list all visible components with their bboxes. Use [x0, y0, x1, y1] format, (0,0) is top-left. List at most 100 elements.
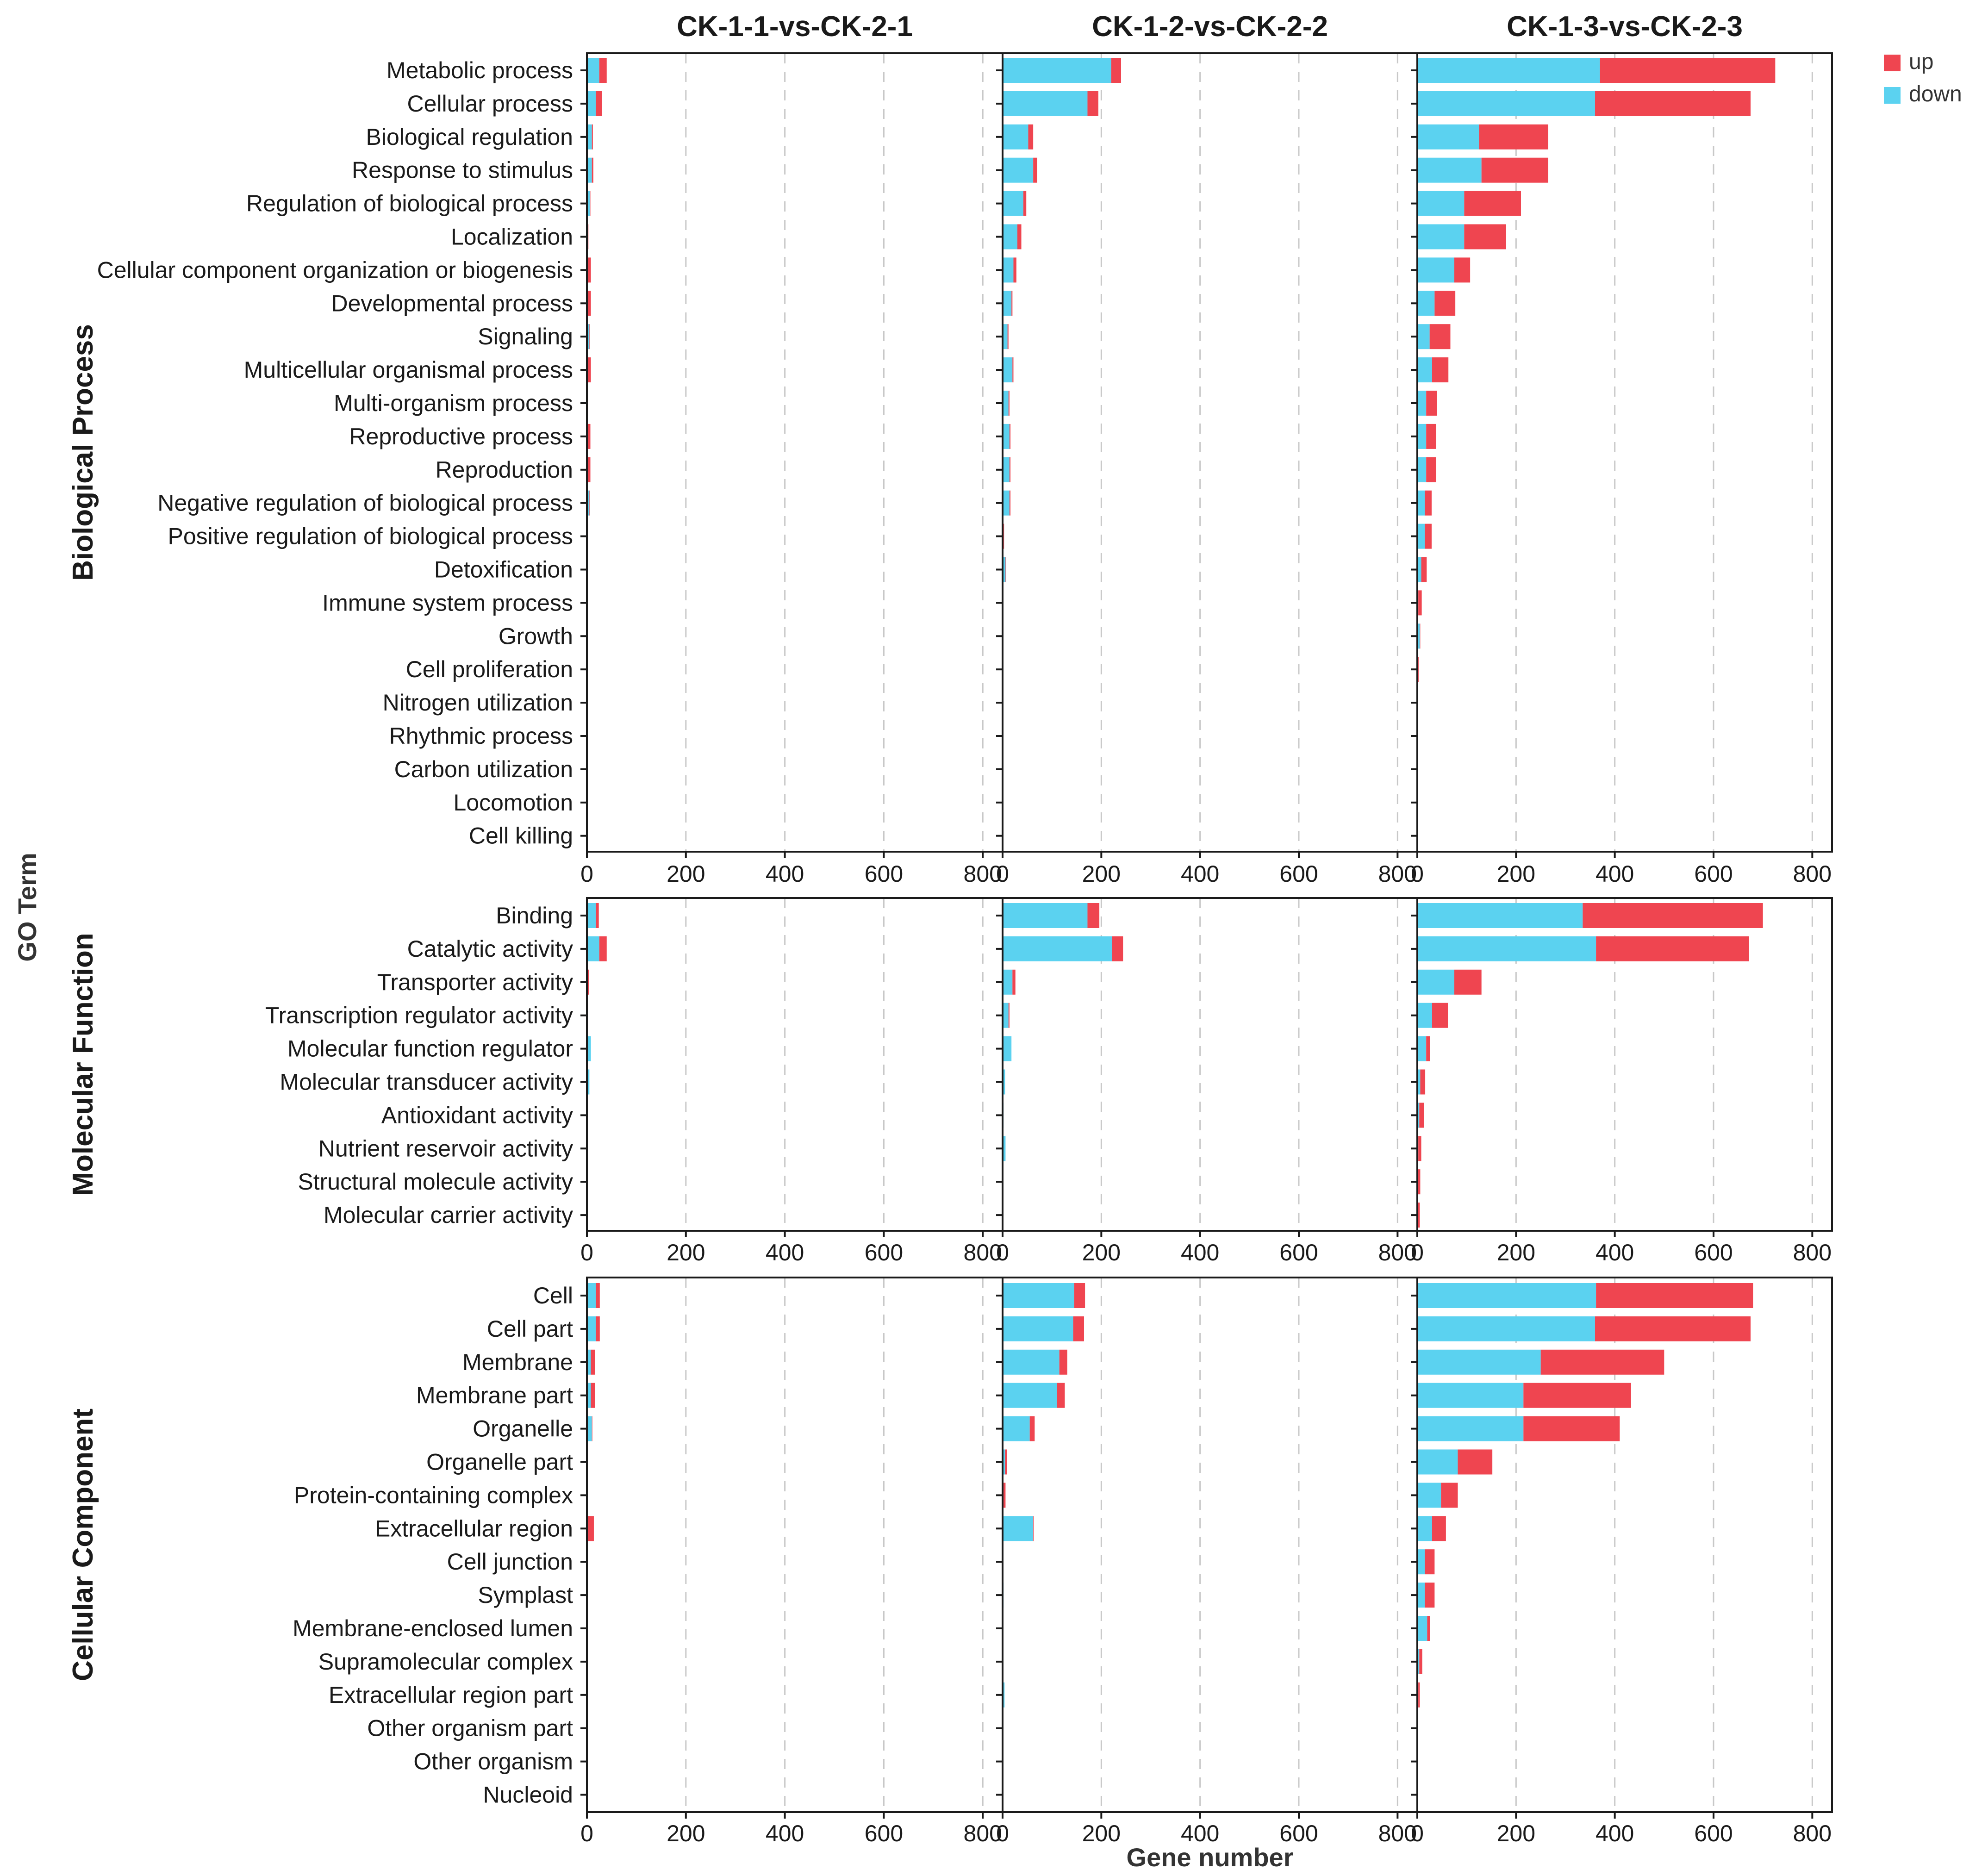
bar-cellular-component-panel2-membrane-up — [1059, 1349, 1067, 1375]
bar-biological-process-panel3-cell-proliferation-up — [1418, 657, 1419, 682]
bar-biological-process-panel3-metabolic-process-down — [1417, 58, 1600, 83]
category-label-nucleoid: Nucleoid — [483, 1782, 573, 1808]
axes-layer — [580, 52, 1833, 1819]
x-tick-label-molecular-function-panel3-200: 200 — [1497, 1240, 1535, 1265]
legend-label-up: up — [1909, 50, 1933, 74]
panel-frame-molecular-function-3 — [1416, 897, 1833, 1232]
x-tick-label-molecular-function-panel1-800: 800 — [964, 1240, 1002, 1265]
group-label-molecular-function: Molecular Function — [67, 933, 99, 1196]
category-label-growth: Growth — [499, 623, 573, 649]
bar-biological-process-panel1-developmental-process-up — [588, 291, 591, 316]
x-tick-label-cellular-component-panel2-600: 600 — [1279, 1820, 1318, 1846]
bar-biological-process-panel2-multicellular-organismal-process-down — [1003, 357, 1013, 383]
bar-biological-process-panel2-cellular-component-organization-or-biogenesis-down — [1003, 257, 1014, 283]
bar-biological-process-panel3-immune-system-process-up — [1418, 590, 1422, 616]
bar-biological-process-panel1-biological-regulation-down — [587, 124, 592, 150]
bar-biological-process-panel1-cellular-process-up — [596, 91, 602, 116]
bar-biological-process-panel3-negative-regulation-of-biological-process-down — [1417, 490, 1425, 516]
bar-biological-process-panel3-cellular-process-up — [1595, 91, 1751, 116]
bar-molecular-function-panel2-transcription-regulator-activity-down — [1003, 1003, 1009, 1028]
bar-molecular-function-panel1-transporter-activity-up — [588, 969, 589, 995]
category-label-biological-regulation: Biological regulation — [366, 124, 573, 150]
bar-biological-process-panel1-cellular-process-down — [587, 91, 596, 116]
bar-molecular-function-panel2-nutrient-reservoir-activity-down — [1003, 1136, 1006, 1161]
bar-molecular-function-panel3-antioxidant-activity-down — [1417, 1103, 1420, 1128]
bar-biological-process-panel1-signaling-down — [587, 324, 590, 349]
bar-cellular-component-panel2-cell-up — [1074, 1283, 1085, 1308]
bar-cellular-component-panel3-membrane-up — [1540, 1349, 1664, 1375]
bar-molecular-function-panel1-molecular-transducer-activity-down — [587, 1069, 590, 1095]
x-tick-label-biological-process-panel1-200: 200 — [667, 861, 705, 887]
bar-biological-process-panel2-negative-regulation-of-biological-process-down — [1003, 490, 1010, 516]
bar-cellular-component-panel1-extracellular-region-up — [588, 1516, 594, 1541]
bar-biological-process-panel1-regulation-of-biological-process-down — [587, 191, 590, 216]
bar-molecular-function-panel3-binding-down — [1417, 903, 1583, 928]
bar-molecular-function-panel2-transporter-activity-down — [1003, 969, 1013, 995]
bar-cellular-component-panel3-cell-part-up — [1595, 1316, 1751, 1341]
bar-biological-process-panel2-biological-regulation-down — [1003, 124, 1028, 150]
x-axis-title: Gene number — [1127, 1843, 1294, 1872]
x-tick-label-cellular-component-panel3-0: 0 — [1411, 1820, 1424, 1846]
bar-molecular-function-panel3-catalytic-activity-down — [1417, 936, 1596, 961]
bar-molecular-function-panel2-catalytic-activity-up — [1112, 936, 1123, 961]
bar-molecular-function-panel2-molecular-function-regulator-down — [1003, 1036, 1012, 1061]
x-tick-label-molecular-function-panel3-400: 400 — [1596, 1240, 1634, 1265]
bar-cellular-component-panel2-extracellular-region-part-down — [1003, 1682, 1005, 1708]
bar-biological-process-panel3-signaling-up — [1429, 324, 1451, 349]
bar-biological-process-panel2-developmental-process-down — [1003, 291, 1012, 316]
bar-biological-process-panel1-reproduction-up — [588, 457, 591, 482]
bar-biological-process-panel3-signaling-down — [1417, 324, 1430, 349]
bar-biological-process-panel3-positive-regulation-of-biological-process-up — [1425, 524, 1432, 549]
panel-frame-biological-process-1 — [586, 52, 1003, 853]
bar-biological-process-panel2-localization-up — [1017, 224, 1022, 249]
category-label-signaling: Signaling — [478, 324, 573, 349]
category-label-structural-molecule-activity: Structural molecule activity — [298, 1169, 573, 1195]
bar-biological-process-panel3-positive-regulation-of-biological-process-down — [1417, 524, 1425, 549]
bar-cellular-component-panel2-organelle-part-down — [1003, 1449, 1005, 1475]
category-label-detoxification: Detoxification — [434, 557, 573, 583]
bar-biological-process-panel2-developmental-process-up — [1011, 291, 1013, 316]
bar-biological-process-panel2-cellular-component-organization-or-biogenesis-up — [1013, 257, 1016, 283]
bar-biological-process-panel3-multicellular-organismal-process-up — [1432, 357, 1449, 383]
bar-molecular-function-panel3-molecular-function-regulator-down — [1417, 1036, 1427, 1061]
x-tick-label-biological-process-panel3-400: 400 — [1596, 861, 1634, 887]
x-tick-label-cellular-component-panel1-200: 200 — [667, 1820, 705, 1846]
category-label-molecular-function-regulator: Molecular function regulator — [287, 1036, 573, 1062]
bar-biological-process-panel2-detoxification-down — [1003, 557, 1006, 582]
bar-cellular-component-panel1-membrane-part-down — [587, 1383, 591, 1408]
bar-biological-process-panel1-response-to-stimulus-up — [592, 157, 593, 183]
bar-biological-process-panel3-developmental-process-down — [1417, 291, 1435, 316]
category-label-molecular-carrier-activity: Molecular carrier activity — [324, 1202, 573, 1228]
x-tick-label-cellular-component-panel1-600: 600 — [865, 1820, 903, 1846]
category-label-other-organism-part: Other organism part — [367, 1715, 573, 1741]
bar-biological-process-panel1-cellular-component-organization-or-biogenesis-up — [588, 257, 591, 283]
category-label-cell-proliferation: Cell proliferation — [406, 656, 573, 682]
category-label-molecular-transducer-activity: Molecular transducer activity — [280, 1069, 573, 1095]
bar-biological-process-panel3-reproduction-up — [1426, 457, 1436, 482]
bar-molecular-function-panel1-catalytic-activity-up — [599, 936, 607, 961]
category-label-cellular-component-organization-or-biogenesis: Cellular component organization or bioge… — [97, 257, 573, 283]
bar-cellular-component-panel2-organelle-part-up — [1005, 1449, 1007, 1475]
x-tick-label-molecular-function-panel2-0: 0 — [996, 1240, 1009, 1265]
panel-frame-cellular-component-3 — [1416, 1277, 1833, 1813]
bar-biological-process-panel3-localization-down — [1417, 224, 1465, 249]
category-label-reproductive-process: Reproductive process — [349, 424, 573, 449]
panel-frame-molecular-function-1 — [586, 897, 1003, 1232]
bar-cellular-component-panel1-cell-up — [596, 1283, 600, 1308]
x-tick-label-biological-process-panel3-800: 800 — [1793, 861, 1832, 887]
bar-biological-process-panel2-reproduction-down — [1003, 457, 1010, 482]
bar-biological-process-panel2-regulation-of-biological-process-down — [1003, 191, 1023, 216]
category-label-locomotion: Locomotion — [454, 790, 573, 816]
bar-molecular-function-panel3-transporter-activity-up — [1454, 969, 1482, 995]
bar-biological-process-panel3-regulation-of-biological-process-down — [1417, 191, 1465, 216]
category-label-cell-junction: Cell junction — [447, 1549, 573, 1575]
bar-molecular-function-panel3-molecular-transducer-activity-up — [1420, 1069, 1426, 1095]
bar-molecular-function-panel1-binding-up — [596, 903, 599, 928]
category-label-transcription-regulator-activity: Transcription regulator activity — [265, 1003, 573, 1028]
category-label-multi-organism-process: Multi-organism process — [334, 390, 573, 416]
bar-biological-process-panel3-regulation-of-biological-process-up — [1464, 191, 1521, 216]
bar-biological-process-panel3-multi-organism-process-down — [1417, 391, 1427, 416]
bar-molecular-function-panel3-antioxidant-activity-up — [1419, 1103, 1424, 1128]
bar-molecular-function-panel1-molecular-function-regulator-down — [587, 1036, 591, 1061]
